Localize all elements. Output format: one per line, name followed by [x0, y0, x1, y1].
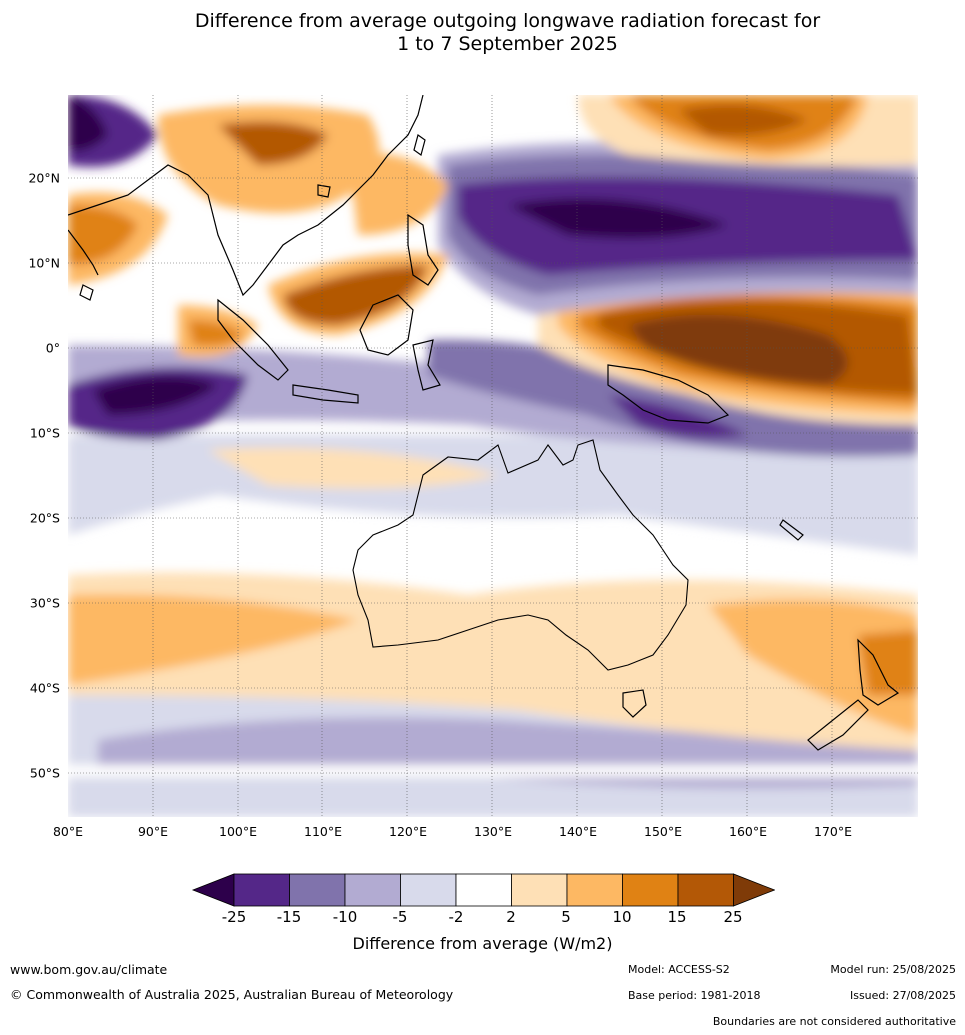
colorbar-swatch [622, 873, 679, 907]
copyright-text: © Commonwealth of Australia 2025, Austra… [10, 987, 454, 1002]
borneo-coast [359, 294, 414, 356]
java-coast [292, 384, 359, 404]
lat-label-10n: 10°N [28, 255, 60, 271]
new-zealand-north [857, 638, 900, 706]
lon-label-100e: 100°E [218, 824, 258, 839]
colorbar-swatch [455, 873, 512, 907]
lon-label-170e: 170°E [813, 824, 853, 839]
model-run-date: Model run: 25/08/2025 [830, 963, 956, 976]
colorbar-label: -10 [332, 908, 358, 926]
model-name: Model: ACCESS-S2 [628, 963, 730, 976]
sumatra-coast [217, 298, 289, 381]
lat-label-20s: 20°S [29, 510, 60, 526]
colorbar-extend-min [191, 873, 235, 907]
map-title: Difference from average outgoing longwav… [0, 10, 965, 56]
lat-label-20n: 20°N [28, 170, 60, 186]
colorbar [191, 873, 775, 907]
tasmania-coast [622, 689, 647, 718]
lat-label-10s: 10°S [29, 425, 60, 441]
lon-label-120e: 120°E [388, 824, 428, 839]
lon-label-130e: 130°E [473, 824, 513, 839]
map-canvas [68, 95, 918, 817]
colorbar-label: -2 [448, 908, 464, 926]
colorbar-swatch [233, 873, 290, 907]
colorbar-title: Difference from average (W/m2) [352, 934, 613, 953]
colorbar-swatch [511, 873, 568, 907]
lat-label-50s: 50°S [29, 765, 60, 781]
lon-label-160e: 160°E [728, 824, 768, 839]
philippines-coast [407, 213, 439, 286]
coastlines [68, 95, 900, 751]
field-png-neg [428, 339, 918, 457]
lat-label-40s: 40°S [29, 680, 60, 696]
anomaly-fields [68, 95, 918, 817]
website-link[interactable]: www.bom.gov.au/climate [10, 962, 168, 977]
lon-label-110e: 110°E [303, 824, 343, 839]
issued-date: Issued: 27/08/2025 [849, 989, 956, 1002]
colorbar-label: 15 [667, 908, 687, 926]
colorbar-label: 10 [612, 908, 632, 926]
boundaries-disclaimer: Boundaries are not considered authoritat… [712, 1015, 956, 1028]
colorbar-swatch [566, 873, 623, 907]
colorbar-label: -5 [392, 908, 408, 926]
india-coast [68, 229, 99, 276]
colorbar-swatch [344, 873, 401, 907]
taiwan-coast [413, 134, 426, 156]
base-period: Base period: 1981-2018 [628, 989, 761, 1002]
colorbar-swatch [289, 873, 346, 907]
colorbar-label: -15 [276, 908, 302, 926]
field-east-pos [708, 599, 918, 735]
title-line-2: 1 to 7 September 2025 [397, 33, 618, 55]
new-caledonia-coast [779, 519, 804, 541]
new-zealand-south [807, 699, 869, 751]
graticule [68, 95, 918, 817]
australia-coast [352, 439, 689, 671]
colorbar-swatch [400, 873, 457, 907]
colorbar-label: 5 [561, 908, 571, 926]
new-guinea-coast [607, 364, 730, 424]
colorbar-label: 2 [506, 908, 516, 926]
asia-mainland-coast [68, 95, 424, 297]
lon-label-90e: 90°E [137, 824, 169, 839]
sulawesi-coast [412, 339, 441, 391]
olr-anomaly-map [68, 95, 918, 817]
colorbar-extend-max [733, 873, 775, 907]
lat-label-30s: 30°S [29, 595, 60, 611]
colorbar-swatch [677, 873, 734, 907]
lon-label-140e: 140°E [558, 824, 598, 839]
lon-label-80e: 80°E [52, 824, 84, 839]
field-west-pos [68, 594, 358, 685]
lat-label-0: 0° [45, 340, 60, 356]
colorbar-label: 25 [723, 908, 743, 926]
colorbar-label: -25 [221, 908, 247, 926]
lon-label-150e: 150°E [643, 824, 683, 839]
sri-lanka-coast [79, 284, 94, 301]
title-line-1: Difference from average outgoing longwav… [194, 10, 821, 32]
hainan-coast [317, 184, 331, 198]
